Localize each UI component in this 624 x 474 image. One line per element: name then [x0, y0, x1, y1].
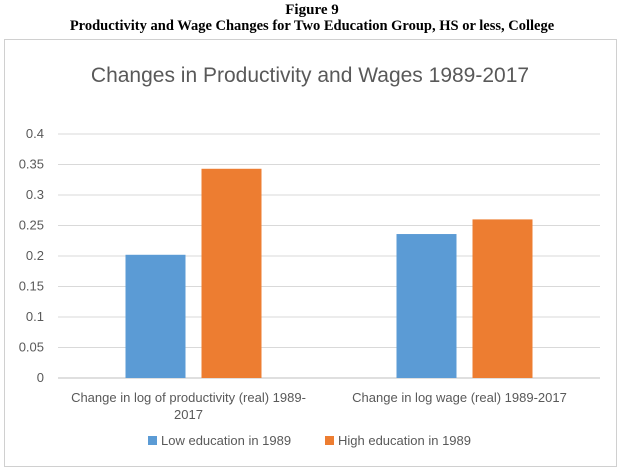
legend-label: High education in 1989 [338, 433, 471, 448]
legend: Low education in 1989 High education in 1… [148, 433, 471, 448]
legend-swatch [148, 436, 157, 445]
figure-caption: Productivity and Wage Changes for Two Ed… [69, 18, 555, 34]
bar-high-education-in-1989 [201, 168, 262, 378]
y-axis: 0 0.05 0.1 0.15 0.2 0.25 0.3 0.35 0.4 [19, 126, 44, 385]
legend-label: Low education in 1989 [161, 433, 291, 448]
y-tick-label: 0.35 [19, 157, 44, 172]
y-tick-label: 0 [37, 370, 44, 385]
legend-swatch [325, 436, 334, 445]
y-tick-label: 0.1 [26, 309, 44, 324]
y-tick-label: 0.2 [26, 248, 44, 263]
bar-low-education-in-1989 [396, 234, 457, 378]
figure-number: Figure 9 [285, 2, 339, 18]
chart-title: Changes in Productivity and Wages 1989-2… [91, 64, 529, 87]
y-tick-label: 0.3 [26, 187, 44, 202]
y-tick-label: 0.4 [26, 126, 44, 141]
y-tick-label: 0.25 [19, 218, 44, 233]
y-tick-label: 0.05 [19, 340, 44, 355]
bar-low-education-in-1989 [125, 254, 186, 378]
x-category-label: 2017 [174, 407, 203, 422]
x-axis: Change in log of productivity (real) 198… [71, 390, 567, 422]
y-tick-label: 0.15 [19, 279, 44, 294]
x-category-label: Change in log of productivity (real) 198… [71, 390, 306, 405]
x-category-label: Change in log wage (real) 1989-2017 [352, 390, 567, 405]
bars [125, 168, 533, 378]
bar-high-education-in-1989 [472, 219, 533, 378]
